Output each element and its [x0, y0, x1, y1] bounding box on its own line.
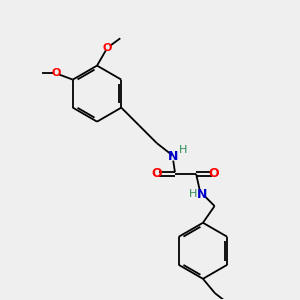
Text: O: O — [152, 167, 163, 180]
Text: N: N — [197, 188, 207, 201]
Text: H: H — [178, 145, 187, 155]
Text: H: H — [188, 189, 197, 200]
Text: O: O — [103, 43, 112, 53]
Text: N: N — [168, 150, 178, 163]
Text: O: O — [208, 167, 219, 180]
Text: O: O — [52, 68, 61, 79]
